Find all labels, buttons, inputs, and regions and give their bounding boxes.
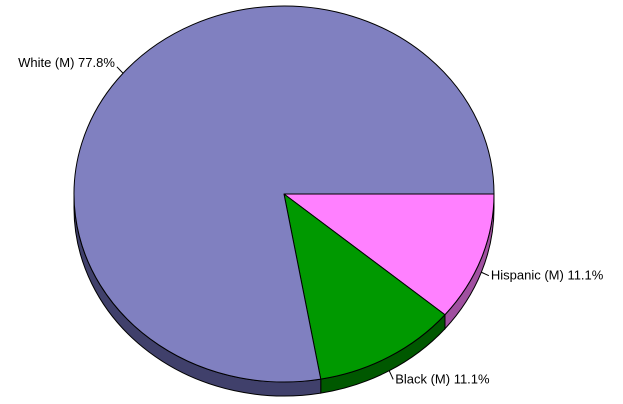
pie-leader-white: [116, 66, 124, 74]
pie-slices: [73, 5, 495, 383]
pie-label-white: White (M) 77.8%: [18, 55, 115, 70]
pie-leader-hispanic: [481, 271, 490, 277]
pie-slice-hispanic: [283, 193, 495, 316]
pie-leader-lines: [116, 66, 490, 380]
pie-leader-black: [388, 370, 394, 380]
pie-slice-black: [283, 193, 446, 380]
pie-label-hispanic: Hispanic (M) 11.1%: [491, 268, 604, 283]
pie-label-black: Black (M) 11.1%: [395, 371, 490, 386]
pie-labels: Hispanic (M) 11.1% Black (M) 11.1% White (…: [18, 55, 604, 387]
